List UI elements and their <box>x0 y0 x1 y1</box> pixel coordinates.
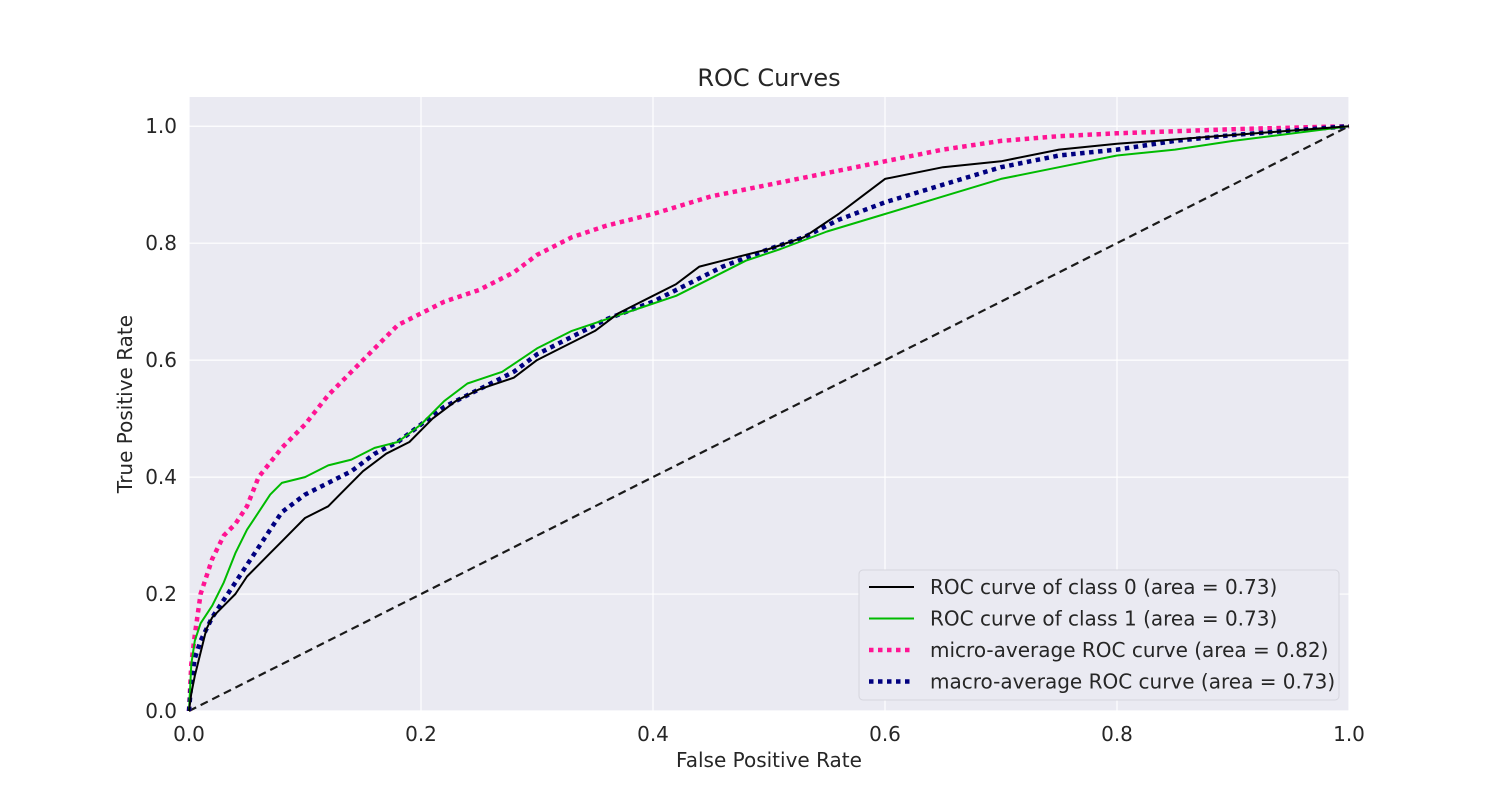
legend: ROC curve of class 0 (area = 0.73) ROC cu… <box>858 569 1340 701</box>
y-tick-label: 0.6 <box>145 348 177 372</box>
chart-title: ROC Curves <box>697 64 840 92</box>
x-tick-label: 0.4 <box>637 722 669 746</box>
x-tick-label: 0.2 <box>405 722 437 746</box>
y-axis-label: True Positive Rate <box>113 315 137 494</box>
legend-entry: ROC curve of class 0 (area = 0.73) <box>930 575 1277 599</box>
grid-lines <box>188 97 1350 712</box>
series-line-2 <box>186 123 1350 712</box>
x-axis-label: False Positive Rate <box>676 748 862 772</box>
y-tick-label: 0.2 <box>145 582 177 606</box>
legend-entry: micro-average ROC curve (area = 0.82) <box>930 638 1328 662</box>
series-line-0 <box>188 125 1350 712</box>
series-line-1 <box>188 125 1350 712</box>
legend-frame <box>858 569 1340 701</box>
x-tick-label: 0.0 <box>173 722 205 746</box>
legend-entry: macro-average ROC curve (area = 0.73) <box>930 670 1335 694</box>
series-line-3 <box>186 123 1350 712</box>
y-tick-label: 0.0 <box>145 699 177 723</box>
y-tick-label: 0.4 <box>145 465 177 489</box>
x-tick-label: 1.0 <box>1333 722 1365 746</box>
y-tick-label: 1.0 <box>145 114 177 138</box>
curves <box>186 123 1350 712</box>
x-tick-label: 0.8 <box>1101 722 1133 746</box>
tick-labels: 0.0 0.2 0.4 0.6 0.8 1.0 0.0 0.2 0.4 0.6 0.8 1.0 <box>145 114 1365 746</box>
y-tick-label: 0.8 <box>145 231 177 255</box>
x-tick-label: 0.6 <box>869 722 901 746</box>
legend-entry: ROC curve of class 1 (area = 0.73) <box>930 607 1277 631</box>
series-line-4 <box>188 125 1350 712</box>
